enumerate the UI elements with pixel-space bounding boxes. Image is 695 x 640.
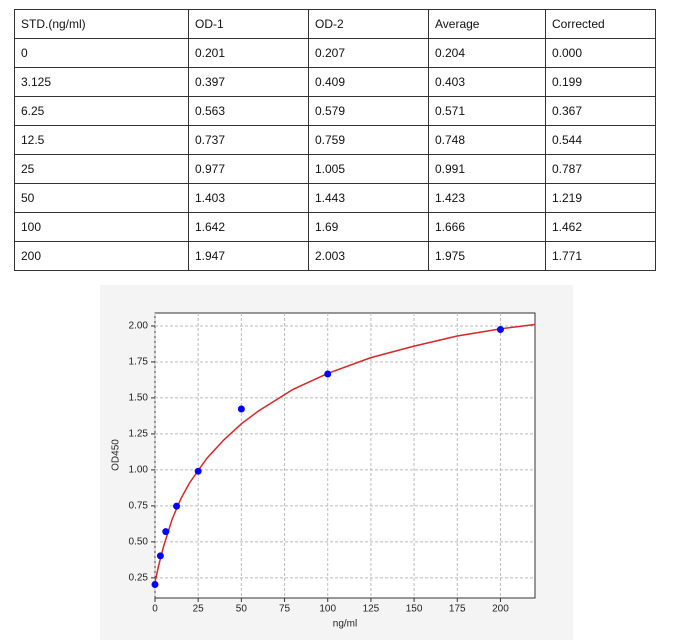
- table-cell: 0.748: [428, 125, 546, 155]
- table-cell: 0.571: [428, 96, 546, 126]
- data-point: [237, 405, 245, 413]
- x-tick-label: 25: [193, 604, 205, 615]
- table-cell: 200: [14, 241, 189, 271]
- plot-area: [154, 312, 536, 599]
- table-cell: 0.579: [308, 96, 429, 126]
- x-tick-label: 125: [363, 604, 380, 615]
- x-tick-label: 100: [319, 604, 336, 615]
- header-row: STD.(ng/ml) OD-1 OD-2 Average Corrected: [14, 9, 656, 39]
- table-cell: Average: [428, 9, 546, 39]
- data-point: [173, 502, 181, 510]
- data-table: STD.(ng/ml) OD-1 OD-2 Average Corrected 0 0.20…: [14, 9, 656, 271]
- table-cell: 0.201: [188, 38, 309, 68]
- table-cell: 0.403: [428, 67, 546, 97]
- table-cell: 0.207: [308, 38, 429, 68]
- table-cell: 0.409: [308, 67, 429, 97]
- table-cell: 0.977: [188, 154, 309, 184]
- table-row: 0 0.201 0.207 0.204 0.000: [14, 38, 656, 68]
- y-tick-label: 2.00: [129, 321, 149, 332]
- table-cell: 1.462: [545, 212, 656, 242]
- table-cell: Corrected: [545, 9, 656, 39]
- table-cell: 1.771: [545, 241, 656, 271]
- x-tick-label: 175: [449, 604, 466, 615]
- table-cell: 1.975: [428, 241, 546, 271]
- y-tick-label: 1.50: [129, 393, 149, 404]
- table-row: 200 1.947 2.003 1.975 1.771: [14, 241, 656, 271]
- x-tick-label: 200: [492, 604, 509, 615]
- x-tick-label: 150: [406, 604, 423, 615]
- x-tick-label: 50: [236, 604, 248, 615]
- y-tick-label: 0.50: [129, 537, 149, 548]
- table-cell: OD-1: [188, 9, 309, 39]
- y-tick-label: 0.25: [129, 572, 149, 583]
- table-cell: 100: [14, 212, 189, 242]
- table-cell: 50: [14, 183, 189, 213]
- data-point: [194, 467, 202, 475]
- y-tick-label: 1.25: [129, 429, 149, 440]
- table-cell: 0.787: [545, 154, 656, 184]
- table-cell: 0.737: [188, 125, 309, 155]
- table-cell: 1.666: [428, 212, 546, 242]
- fit-curve: [154, 323, 536, 583]
- y-tick-label: 1.00: [129, 465, 149, 476]
- data-point: [151, 580, 159, 588]
- table-row: 6.25 0.563 0.579 0.571 0.367: [14, 96, 656, 126]
- data-point: [324, 370, 332, 378]
- data-point: [496, 326, 504, 334]
- table-cell: 1.219: [545, 183, 656, 213]
- x-tick-label: 0: [152, 604, 158, 615]
- y-tick-label: 1.75: [129, 357, 149, 368]
- x-axis-label: ng/ml: [333, 619, 357, 630]
- data-point: [162, 528, 170, 536]
- table-cell: 6.25: [14, 96, 189, 126]
- x-tick-label: 75: [279, 604, 291, 615]
- table-cell: 1.947: [188, 241, 309, 271]
- table-cell: STD.(ng/ml): [14, 9, 189, 39]
- y-axis-label: OD450: [111, 439, 122, 471]
- table-row: 100 1.642 1.69 1.666 1.462: [14, 212, 656, 242]
- data-point: [156, 552, 164, 560]
- y-tick-label: 0.75: [129, 501, 149, 512]
- table-cell: 0.991: [428, 154, 546, 184]
